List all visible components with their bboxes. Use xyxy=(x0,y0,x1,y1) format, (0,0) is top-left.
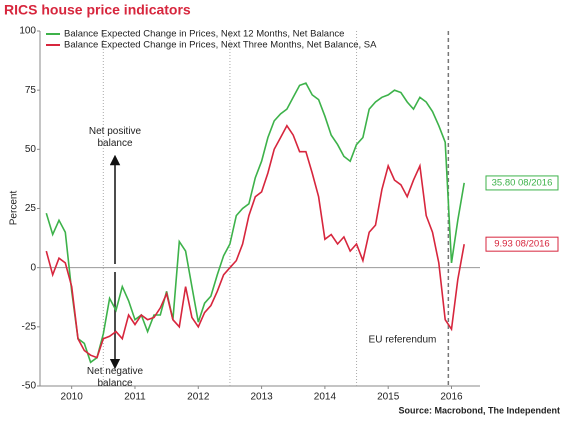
x-tick-label: 2012 xyxy=(187,392,210,403)
end-label-box xyxy=(485,236,559,252)
y-tick-label: -25 xyxy=(22,321,37,332)
y-tick-label: 25 xyxy=(25,203,37,214)
x-tick-label: 2016 xyxy=(440,392,463,403)
y-tick-label: -50 xyxy=(22,381,37,392)
series-line xyxy=(45,82,465,364)
end-label: 9.93 08/2016 xyxy=(494,239,549,250)
annotation: Net negative balance xyxy=(87,366,144,389)
chart-title: RICS house price indicators xyxy=(4,2,191,18)
x-tick-label: 2015 xyxy=(377,392,400,403)
y-tick-label: 75 xyxy=(25,85,37,96)
x-tick-label: 2011 xyxy=(124,392,146,403)
series-line xyxy=(45,124,465,359)
source: Source: Macrobond, The Independent xyxy=(398,405,560,415)
y-tick-label: 50 xyxy=(25,144,37,155)
x-tick-label: 2014 xyxy=(314,392,337,403)
y-tick-label: 0 xyxy=(30,262,36,273)
y-axis-label: Percent xyxy=(9,191,20,226)
annotation: EU referendum xyxy=(369,335,437,346)
legend-label: Balance Expected Change in Prices, Next … xyxy=(64,29,344,40)
end-label: 35.80 08/2016 xyxy=(492,177,553,188)
y-tick-label: 100 xyxy=(19,26,36,37)
x-tick-label: 2010 xyxy=(61,392,84,403)
legend-label: Balance Expected Change in Prices, Next … xyxy=(64,40,377,51)
end-label-box xyxy=(485,175,559,191)
annotation: Net positive balance xyxy=(89,126,142,149)
x-tick-label: 2013 xyxy=(250,392,273,403)
